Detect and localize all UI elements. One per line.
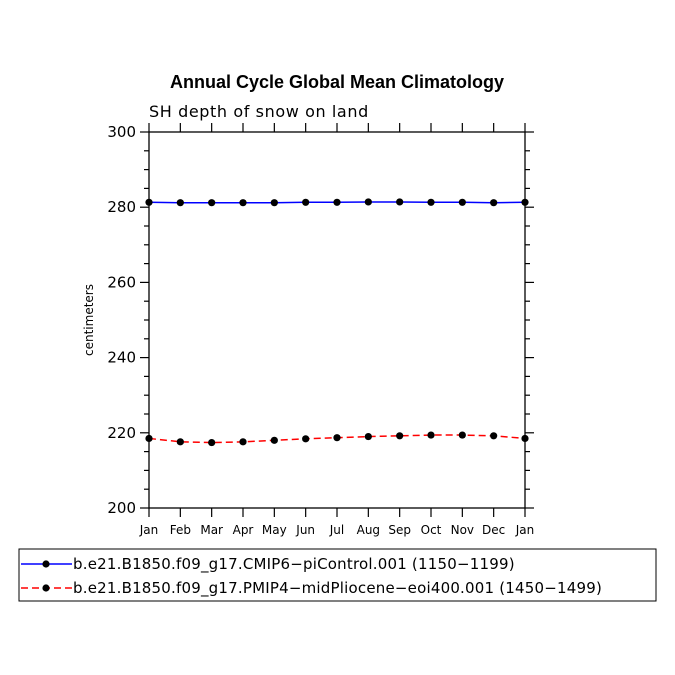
x-tick-label: Feb bbox=[170, 523, 191, 537]
x-tick-label: May bbox=[262, 523, 287, 537]
legend-label: b.e21.B1850.f09_g17.CMIP6−piControl.001 … bbox=[73, 555, 515, 574]
legend-label: b.e21.B1850.f09_g17.PMIP4−midPliocene−eo… bbox=[73, 579, 602, 598]
series-group bbox=[145, 198, 529, 447]
x-tick-label: Sep bbox=[388, 523, 411, 537]
data-point bbox=[521, 434, 529, 443]
x-tick-label: Oct bbox=[421, 523, 442, 537]
axis-ticks bbox=[140, 123, 534, 517]
data-point bbox=[145, 198, 153, 206]
data-point bbox=[239, 199, 247, 207]
data-point bbox=[176, 199, 184, 207]
data-point bbox=[364, 432, 372, 441]
legend-marker bbox=[42, 560, 50, 568]
data-point bbox=[270, 199, 278, 207]
data-point bbox=[302, 198, 310, 206]
legend-marker bbox=[42, 584, 50, 592]
chart-title: Annual Cycle Global Mean Climatology bbox=[170, 72, 504, 92]
data-point bbox=[458, 198, 466, 206]
series-1 bbox=[145, 198, 529, 207]
plot-frame bbox=[148, 131, 526, 509]
data-point bbox=[333, 198, 341, 206]
x-tick-label: Mar bbox=[200, 523, 223, 537]
data-point bbox=[145, 434, 153, 443]
y-tick-label: 300 bbox=[107, 123, 136, 141]
x-tick-label: Jan bbox=[139, 523, 159, 537]
data-point bbox=[364, 198, 372, 206]
data-point bbox=[239, 438, 247, 446]
y-tick-labels: 200 220 240 260 280 300 bbox=[107, 123, 136, 517]
x-tick-label: Jan bbox=[515, 523, 535, 537]
data-point bbox=[176, 438, 184, 446]
chart-subtitle: SH depth of snow on land bbox=[149, 102, 369, 121]
data-point bbox=[270, 436, 278, 444]
data-point bbox=[490, 199, 498, 207]
data-point bbox=[396, 198, 404, 206]
data-point bbox=[427, 198, 435, 206]
x-tick-label: Jun bbox=[295, 523, 315, 537]
data-point bbox=[302, 435, 310, 443]
legend-box bbox=[18, 548, 657, 602]
data-point bbox=[208, 438, 216, 447]
x-tick-label: Apr bbox=[233, 523, 254, 537]
y-tick-label: 200 bbox=[107, 499, 136, 517]
legend: b.e21.B1850.f09_g17.CMIP6−piControl.001 … bbox=[21, 555, 602, 598]
y-tick-label: 280 bbox=[107, 198, 136, 216]
data-point bbox=[458, 431, 466, 439]
y-tick-label: 220 bbox=[107, 424, 136, 442]
data-point bbox=[521, 198, 529, 206]
y-tick-label: 260 bbox=[107, 273, 136, 291]
x-tick-label: Jul bbox=[329, 523, 344, 537]
x-tick-labels: Jan Feb Mar Apr May Jun Jul Aug Sep Oct Nov Dec Jan bbox=[139, 523, 535, 537]
data-point bbox=[490, 432, 498, 440]
data-point bbox=[396, 432, 404, 440]
y-tick-label: 240 bbox=[107, 349, 136, 367]
data-point bbox=[208, 199, 216, 207]
y-axis-label: centimeters bbox=[82, 284, 96, 356]
series-2 bbox=[145, 431, 529, 447]
x-tick-label: Dec bbox=[482, 523, 505, 537]
data-point bbox=[427, 431, 435, 439]
x-tick-label: Aug bbox=[357, 523, 380, 537]
x-tick-label: Nov bbox=[451, 523, 474, 537]
data-point bbox=[333, 434, 341, 442]
